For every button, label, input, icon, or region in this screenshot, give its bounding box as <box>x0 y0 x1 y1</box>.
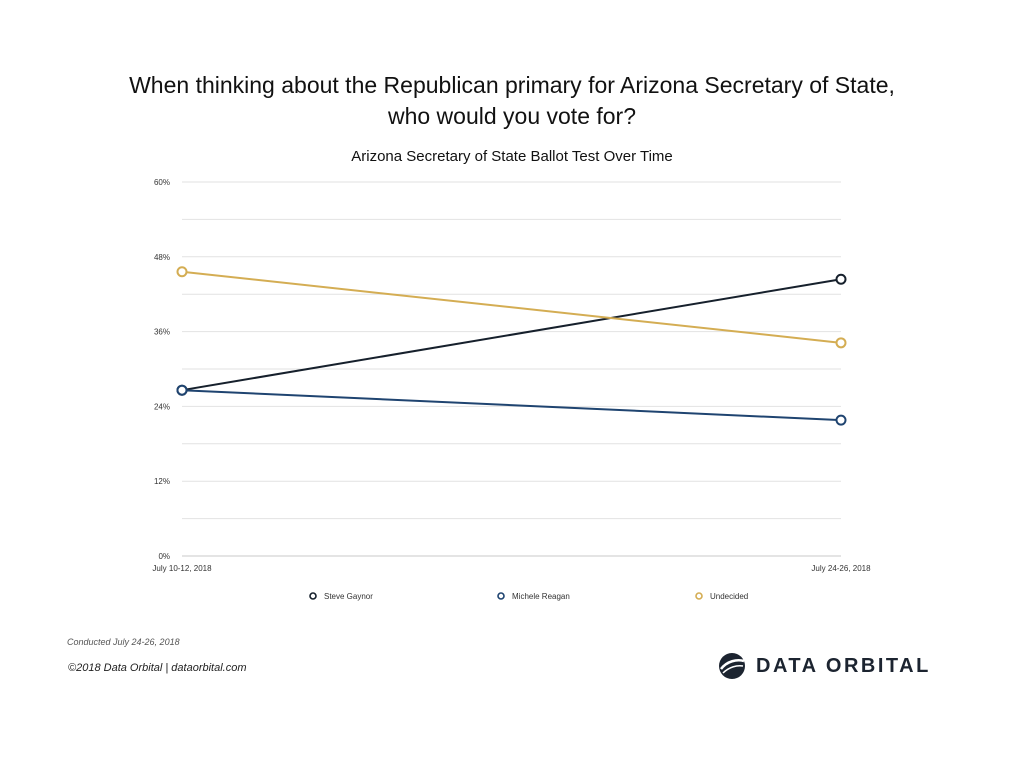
data-point <box>835 337 847 349</box>
y-tick-label: 0% <box>158 552 170 561</box>
y-tick-label: 12% <box>154 477 170 486</box>
data-point <box>176 266 188 278</box>
series-line <box>181 389 842 422</box>
x-tick-label: July 24-26, 2018 <box>811 564 871 573</box>
legend-marker <box>497 592 505 600</box>
logo-text: DATA ORBITAL <box>756 654 931 677</box>
chart-title-line-2: who would you vote for? <box>387 103 637 129</box>
data-point <box>176 384 188 396</box>
series-line <box>181 270 842 344</box>
orbit-globe-icon <box>719 653 745 679</box>
y-tick-label: 36% <box>154 328 170 337</box>
data-point <box>835 414 847 426</box>
legend-label: Michele Reagan <box>512 592 570 601</box>
conducted-note: Conducted July 24-26, 2018 <box>67 637 180 647</box>
chart-title-line-1: When thinking about the Republican prima… <box>129 72 895 98</box>
y-tick-label: 48% <box>154 253 170 262</box>
legend-marker <box>309 592 317 600</box>
x-tick-label: July 10-12, 2018 <box>152 564 212 573</box>
legend-label: Undecided <box>710 592 748 601</box>
y-tick-label: 24% <box>154 402 170 411</box>
legend-marker <box>695 592 703 600</box>
series-line <box>181 278 842 392</box>
chart-subtitle: Arizona Secretary of State Ballot Test O… <box>351 148 673 165</box>
legend-label: Steve Gaynor <box>324 592 373 601</box>
data-orbital-logo: DATA ORBITAL <box>718 652 931 680</box>
copyright-text: ©2018 Data Orbital | dataorbital.com <box>68 662 247 674</box>
y-tick-label: 60% <box>154 178 170 187</box>
data-point <box>835 273 847 285</box>
chart-title: When thinking about the Republican prima… <box>0 70 1024 132</box>
